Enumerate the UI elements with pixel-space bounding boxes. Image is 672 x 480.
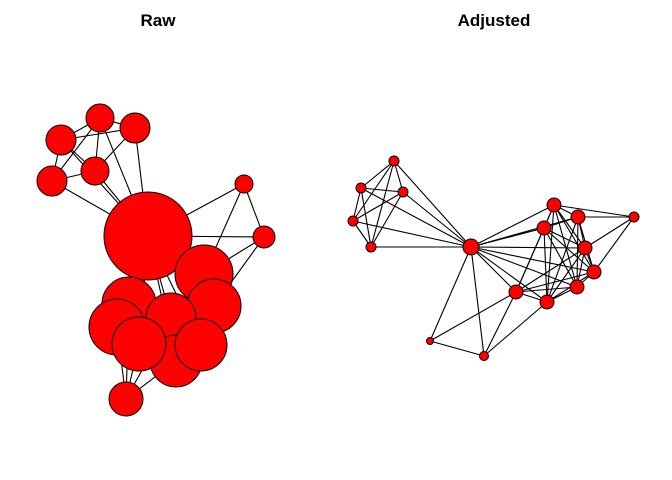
adjusted-edge-a6-a14: [470, 246, 517, 293]
adjusted-edge-a11-a14: [515, 247, 586, 293]
adjusted-edge-a3-a5: [370, 191, 404, 248]
adjusted-edge-a10-a15: [543, 227, 548, 303]
adjusted-node-a8: [570, 209, 586, 225]
adjusted-edge-a6-a11: [470, 246, 586, 249]
raw-node-r15: [111, 316, 167, 372]
adjusted-edge-a11-a15: [546, 247, 586, 303]
raw-node-r3: [119, 112, 151, 144]
panel-raw: [36, 103, 276, 417]
adjusted-nodes: [347, 155, 640, 361]
adjusted-edge-a16-a17: [429, 340, 485, 357]
adjusted-edge-a8-a15: [546, 216, 579, 303]
adjusted-edge-a8-a13: [576, 216, 579, 288]
adjusted-node-a16: [426, 337, 434, 345]
adjusted-node-a17: [479, 351, 489, 361]
adjusted-edge-a1-a2: [360, 160, 395, 189]
adjusted-edge-a6-a17: [470, 246, 485, 357]
raw-node-r16: [174, 318, 228, 372]
adjusted-edge-a6-a12: [470, 246, 595, 273]
adjusted-edge-a3-a6: [402, 191, 472, 248]
adjusted-edge-a14-a12: [515, 271, 595, 293]
adjusted-edge-a10-a14: [515, 227, 545, 293]
raw-node-r7: [234, 174, 254, 194]
raw-node-r5: [80, 156, 110, 186]
adjusted-node-a6: [462, 238, 480, 256]
adjusted-node-a1: [388, 155, 400, 167]
panel-title-raw: Raw: [141, 11, 177, 30]
adjusted-node-a7: [546, 197, 562, 213]
adjusted-edge-a6-a7: [470, 204, 555, 248]
panel-adjusted: [347, 155, 640, 361]
adjusted-edge-a6-a16: [429, 246, 472, 342]
adjusted-node-a3: [397, 186, 409, 198]
adjusted-node-a14: [508, 284, 524, 300]
adjusted-edge-a9-a11: [584, 216, 635, 249]
adjusted-edge-a2-a4: [352, 187, 362, 222]
raw-node-r2: [85, 103, 115, 133]
adjusted-node-a5: [365, 241, 377, 253]
raw-node-r4: [36, 165, 68, 197]
adjusted-edge-a1-a4: [352, 160, 395, 222]
adjusted-edge-a2-a5: [360, 187, 372, 248]
adjusted-node-a12: [586, 264, 602, 280]
adjusted-edges: [352, 160, 635, 357]
adjusted-edge-a6-a15: [470, 246, 548, 303]
adjusted-edge-a7-a15: [546, 204, 555, 303]
adjusted-node-a4: [347, 215, 359, 227]
raw-node-r17: [108, 381, 144, 417]
panel-title-adjusted: Adjusted: [458, 11, 531, 30]
adjusted-edge-a1-a6: [393, 160, 472, 248]
adjusted-edge-a9-a7: [553, 204, 635, 218]
adjusted-edge-a4-a6: [352, 220, 472, 248]
adjusted-node-a9: [628, 211, 640, 223]
raw-nodes: [36, 103, 276, 417]
adjusted-edge-a3-a4: [352, 191, 404, 222]
adjusted-edge-a7-a13: [553, 204, 578, 288]
adjusted-edge-a17-a15: [483, 301, 548, 357]
adjusted-edge-a10-a11: [543, 227, 586, 249]
raw-node-r8: [252, 225, 276, 249]
adjusted-node-a11: [577, 240, 593, 256]
adjusted-edge-a2-a3: [360, 187, 404, 193]
adjusted-edge-a6-a10: [470, 227, 545, 248]
adjusted-node-a10: [536, 220, 552, 236]
adjusted-edge-a9-a12: [593, 216, 635, 273]
adjusted-edge-a13-a14: [515, 286, 578, 293]
adjusted-node-a2: [355, 182, 367, 194]
raw-node-r1: [45, 124, 77, 156]
adjusted-edge-a10-a13: [543, 227, 578, 288]
adjusted-edge-a14-a16: [429, 291, 517, 342]
raw-node-r6: [103, 191, 193, 281]
adjusted-edge-a14-a17: [483, 291, 517, 357]
adjusted-edge-a7-a11: [553, 204, 586, 249]
adjusted-node-a13: [569, 279, 585, 295]
adjusted-node-a15: [539, 294, 555, 310]
adjusted-edge-a10-a12: [543, 227, 595, 273]
adjusted-edge-a2-a6: [360, 187, 472, 248]
adjusted-edge-a7-a12: [553, 204, 595, 273]
